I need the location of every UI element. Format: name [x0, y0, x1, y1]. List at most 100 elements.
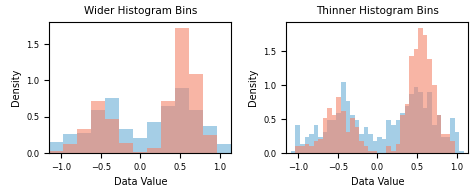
- Bar: [119, 129, 133, 153]
- Bar: [377, 137, 382, 153]
- Bar: [396, 120, 400, 153]
- Bar: [437, 115, 441, 153]
- Bar: [309, 146, 314, 153]
- Bar: [341, 111, 346, 153]
- Bar: [409, 94, 414, 153]
- Bar: [314, 141, 318, 153]
- Bar: [368, 134, 373, 153]
- Bar: [414, 87, 419, 153]
- Bar: [291, 151, 295, 153]
- Bar: [300, 146, 304, 153]
- Y-axis label: Density: Density: [248, 69, 258, 106]
- Bar: [446, 137, 450, 153]
- Bar: [450, 141, 455, 153]
- Bar: [386, 146, 391, 153]
- Bar: [133, 138, 147, 153]
- Bar: [419, 92, 423, 153]
- Bar: [341, 82, 346, 153]
- Bar: [64, 134, 77, 153]
- Bar: [91, 101, 105, 153]
- Y-axis label: Density: Density: [11, 69, 21, 106]
- Bar: [355, 127, 359, 153]
- Bar: [105, 98, 119, 153]
- X-axis label: Data Value: Data Value: [114, 177, 167, 187]
- Bar: [441, 137, 446, 153]
- Bar: [337, 96, 341, 153]
- Bar: [396, 144, 400, 153]
- Bar: [414, 49, 419, 153]
- Bar: [355, 120, 359, 153]
- Bar: [295, 146, 300, 153]
- Bar: [49, 151, 64, 153]
- Bar: [409, 56, 414, 153]
- Bar: [359, 141, 364, 153]
- Bar: [419, 28, 423, 153]
- Bar: [309, 134, 314, 153]
- Bar: [350, 115, 355, 153]
- Bar: [441, 134, 446, 153]
- Bar: [432, 85, 437, 153]
- Bar: [323, 118, 328, 153]
- Bar: [64, 144, 77, 153]
- Bar: [77, 133, 91, 153]
- Bar: [203, 126, 218, 153]
- Bar: [133, 152, 147, 153]
- Bar: [323, 132, 328, 153]
- Bar: [368, 151, 373, 153]
- Bar: [175, 88, 190, 153]
- Bar: [373, 151, 377, 153]
- Bar: [373, 141, 377, 153]
- Bar: [400, 113, 405, 153]
- Bar: [446, 134, 450, 153]
- Bar: [405, 104, 409, 153]
- Title: Thinner Histogram Bins: Thinner Histogram Bins: [316, 6, 439, 16]
- Bar: [364, 127, 368, 153]
- Bar: [49, 142, 64, 153]
- Bar: [175, 28, 190, 153]
- Bar: [455, 132, 459, 153]
- Bar: [364, 146, 368, 153]
- Bar: [400, 115, 405, 153]
- Bar: [300, 144, 304, 153]
- Bar: [428, 59, 432, 153]
- Bar: [423, 35, 428, 153]
- Bar: [304, 137, 309, 153]
- Bar: [119, 143, 133, 153]
- Bar: [337, 113, 341, 153]
- Bar: [147, 148, 162, 153]
- Bar: [359, 134, 364, 153]
- Bar: [450, 118, 455, 153]
- Bar: [350, 118, 355, 153]
- Bar: [147, 122, 162, 153]
- Bar: [91, 110, 105, 153]
- Bar: [162, 106, 175, 153]
- Bar: [162, 101, 175, 153]
- Bar: [386, 120, 391, 153]
- Bar: [295, 125, 300, 153]
- Bar: [314, 125, 318, 153]
- Bar: [382, 139, 386, 153]
- Bar: [346, 132, 350, 153]
- Bar: [77, 129, 91, 153]
- Bar: [332, 120, 337, 153]
- Bar: [459, 151, 464, 153]
- Bar: [405, 106, 409, 153]
- Bar: [328, 108, 332, 153]
- Bar: [423, 108, 428, 153]
- Bar: [318, 137, 323, 153]
- Bar: [391, 125, 396, 153]
- Bar: [190, 74, 203, 153]
- Bar: [190, 110, 203, 153]
- Bar: [203, 135, 218, 153]
- Bar: [332, 115, 337, 153]
- Bar: [328, 120, 332, 153]
- Bar: [105, 119, 119, 153]
- X-axis label: Data Value: Data Value: [351, 177, 404, 187]
- Bar: [428, 92, 432, 153]
- Bar: [318, 139, 323, 153]
- Bar: [437, 115, 441, 153]
- Title: Wider Histogram Bins: Wider Histogram Bins: [84, 6, 197, 16]
- Bar: [432, 125, 437, 153]
- Bar: [218, 144, 231, 153]
- Bar: [346, 101, 350, 153]
